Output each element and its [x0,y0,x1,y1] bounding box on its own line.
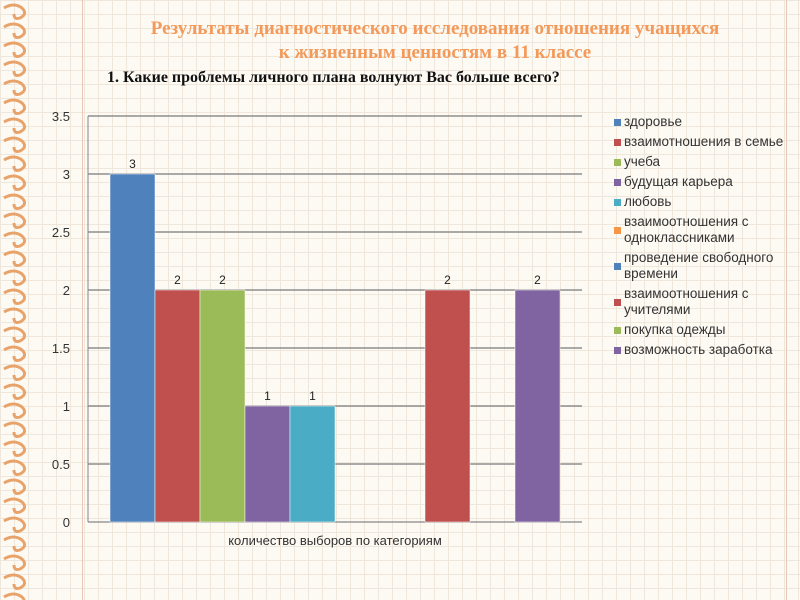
spiral-ring-icon [3,136,27,153]
spiral-ring-icon [3,60,27,77]
legend-item: учеба [614,154,800,170]
legend-label: взаимоотношения с учителями [624,286,749,317]
page-title: Результаты диагностического исследования… [90,17,780,65]
y-tick-label: 0 [63,515,70,530]
legend-item: проведение свободного времени [614,250,800,282]
bar [154,289,201,523]
data-label: 2 [534,273,541,287]
bar [424,289,471,523]
question: 1. Какие проблемы личного плана волнуют … [107,69,560,86]
bar [109,173,156,523]
legend-swatch [614,138,621,146]
data-label: 2 [174,273,181,287]
spiral-ring-icon [3,440,27,457]
legend-item: взаимотношения в семье [614,134,800,150]
legend-swatch [614,158,621,166]
spiral-ring-icon [3,402,27,419]
legend-label: проведение свободного времени [624,250,774,281]
spiral-ring-icon [3,345,27,362]
title-line-1: Результаты диагностического исследования… [150,18,720,39]
legend-label: здоровье [624,114,683,129]
spiral-ring-icon [3,117,27,134]
data-label: 3 [129,157,136,171]
y-tick-label: 2.5 [52,225,70,240]
margin-line [82,0,83,600]
spiral-ring-icon [3,535,27,552]
legend-label: покупка одежды [624,322,726,337]
spiral-ring-icon [3,98,27,115]
bar [289,405,336,523]
legend-label: взаимотношения в семье [624,134,784,149]
spiral-ring-icon [3,269,27,286]
legend-item: возможность заработка [614,342,800,358]
spiral-ring-icon [3,3,27,20]
legend-item: взаимоотношения с одноклассниками [614,214,800,246]
legend-swatch [614,178,621,186]
notebook-spiral [3,3,27,600]
legend-label: будущая карьера [624,174,733,189]
data-label: 2 [219,273,226,287]
bar [514,289,561,523]
y-tick-label: 1 [63,399,70,414]
spiral-ring-icon [3,22,27,39]
spiral-ring-icon [3,383,27,400]
spiral-ring-icon [3,174,27,191]
legend-item: будущая карьера [614,174,800,190]
legend-label: любовь [624,194,672,209]
legend-label: взаимоотношения с одноклассниками [624,214,749,245]
bar [244,405,291,523]
y-tick-label: 3.5 [52,109,70,124]
spiral-ring-icon [3,41,27,58]
title-line-2: к жизненным ценностям в 11 классе [278,42,592,63]
spiral-ring-icon [3,364,27,381]
legend-swatch [614,326,621,334]
spiral-ring-icon [3,573,27,590]
spiral-ring-icon [3,478,27,495]
spiral-ring-icon [3,250,27,267]
spiral-ring-icon [3,307,27,324]
data-label: 1 [309,389,316,403]
y-tick-label: 0.5 [52,457,70,472]
spiral-ring-icon [3,592,26,600]
spiral-ring-icon [3,516,27,533]
legend-label: учеба [624,154,661,169]
x-axis-title: количество выборов по категориям [228,533,442,548]
spiral-ring-icon [3,193,27,210]
spiral-ring-icon [3,155,27,172]
spiral-ring-icon [3,326,27,343]
spiral-ring-icon [3,497,27,514]
legend-swatch [614,198,621,206]
spiral-ring-icon [3,554,27,571]
spiral-ring-icon [3,212,27,229]
spiral-ring-icon [3,79,27,96]
y-tick-label: 3 [63,167,70,182]
legend-item: здоровье [614,114,800,130]
margin-line-right [786,0,787,600]
y-tick-label: 2 [63,283,70,298]
data-label: 1 [264,389,271,403]
legend-swatch [614,298,621,306]
bar [199,289,246,523]
spiral-ring-icon [3,288,27,305]
legend-item: взаимоотношения с учителями [614,286,800,318]
spiral-ring-icon [3,231,27,248]
spiral-ring-icon [3,421,27,438]
legend-swatch [614,346,621,354]
legend-swatch [614,226,621,234]
legend-swatch [614,118,621,126]
y-tick-label: 1.5 [52,341,70,356]
chart-legend: здоровье взаимотношения в семье учеба будущ… [614,114,800,362]
legend-item: покупка одежды [614,322,800,338]
spiral-ring-icon [3,459,27,476]
legend-swatch [614,262,621,270]
legend-label: возможность заработка [624,342,773,357]
data-label: 2 [444,273,451,287]
legend-item: любовь [614,194,800,210]
